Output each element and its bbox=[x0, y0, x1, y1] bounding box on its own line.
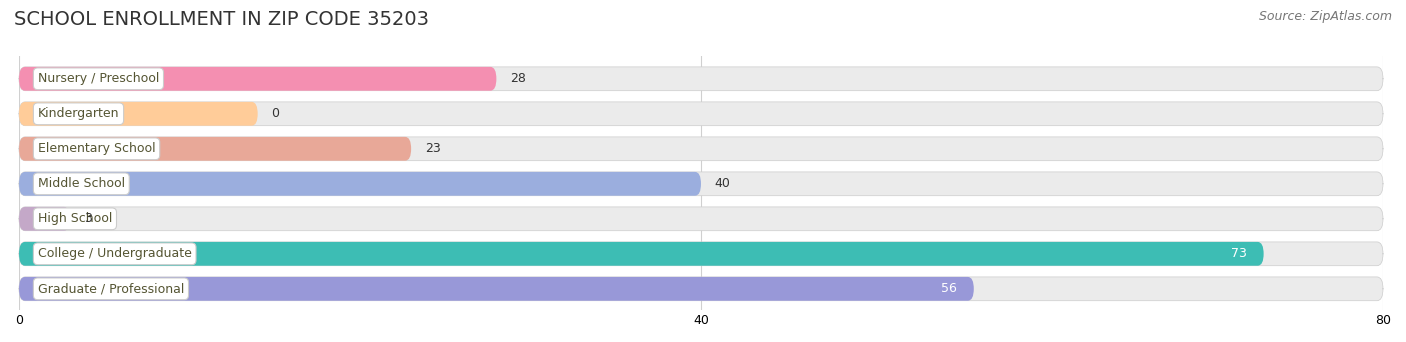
Text: 73: 73 bbox=[1230, 247, 1247, 260]
Text: 56: 56 bbox=[941, 282, 956, 295]
Text: Source: ZipAtlas.com: Source: ZipAtlas.com bbox=[1258, 10, 1392, 23]
FancyBboxPatch shape bbox=[20, 242, 1384, 266]
Text: Graduate / Professional: Graduate / Professional bbox=[38, 282, 184, 295]
Text: Elementary School: Elementary School bbox=[38, 142, 156, 155]
Text: High School: High School bbox=[38, 212, 112, 225]
Text: Nursery / Preschool: Nursery / Preschool bbox=[38, 72, 159, 85]
Text: Kindergarten: Kindergarten bbox=[38, 107, 120, 120]
FancyBboxPatch shape bbox=[20, 207, 1384, 231]
FancyBboxPatch shape bbox=[20, 277, 974, 301]
FancyBboxPatch shape bbox=[20, 102, 257, 126]
FancyBboxPatch shape bbox=[20, 207, 70, 231]
FancyBboxPatch shape bbox=[20, 137, 1384, 161]
Text: 3: 3 bbox=[84, 212, 91, 225]
FancyBboxPatch shape bbox=[20, 242, 1264, 266]
Text: 23: 23 bbox=[425, 142, 440, 155]
Text: College / Undergraduate: College / Undergraduate bbox=[38, 247, 191, 260]
FancyBboxPatch shape bbox=[20, 137, 411, 161]
Text: Middle School: Middle School bbox=[38, 177, 125, 190]
Text: 28: 28 bbox=[510, 72, 526, 85]
FancyBboxPatch shape bbox=[20, 172, 1384, 196]
Text: 0: 0 bbox=[271, 107, 280, 120]
Text: SCHOOL ENROLLMENT IN ZIP CODE 35203: SCHOOL ENROLLMENT IN ZIP CODE 35203 bbox=[14, 10, 429, 29]
FancyBboxPatch shape bbox=[20, 67, 1384, 91]
FancyBboxPatch shape bbox=[20, 172, 702, 196]
FancyBboxPatch shape bbox=[20, 102, 1384, 126]
Text: 40: 40 bbox=[714, 177, 731, 190]
FancyBboxPatch shape bbox=[20, 277, 1384, 301]
FancyBboxPatch shape bbox=[20, 67, 496, 91]
